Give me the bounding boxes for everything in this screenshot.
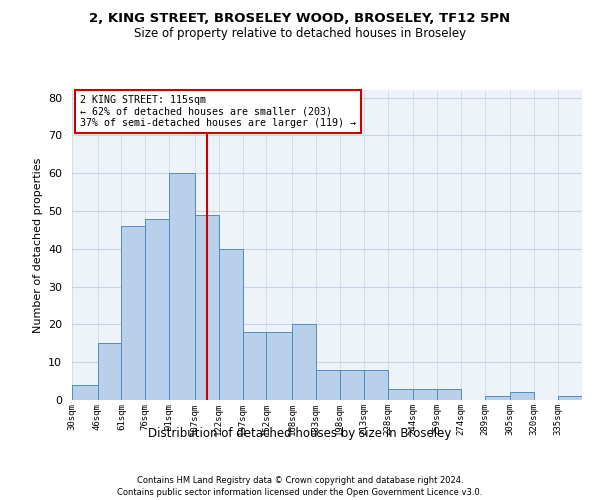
Bar	[121, 226, 145, 400]
Bar	[72, 385, 97, 400]
Text: 2 KING STREET: 115sqm
← 62% of detached houses are smaller (203)
37% of semi-det: 2 KING STREET: 115sqm ← 62% of detached …	[80, 94, 356, 128]
Y-axis label: Number of detached properties: Number of detached properties	[32, 158, 43, 332]
Text: Contains HM Land Registry data © Crown copyright and database right 2024.: Contains HM Land Registry data © Crown c…	[137, 476, 463, 485]
Bar	[316, 370, 340, 400]
Bar	[242, 332, 266, 400]
Bar	[145, 218, 169, 400]
Bar	[364, 370, 388, 400]
Bar	[485, 396, 510, 400]
Text: Contains public sector information licensed under the Open Government Licence v3: Contains public sector information licen…	[118, 488, 482, 497]
Bar	[340, 370, 364, 400]
Bar	[97, 344, 121, 400]
Bar	[195, 215, 218, 400]
Bar	[437, 388, 461, 400]
Text: Size of property relative to detached houses in Broseley: Size of property relative to detached ho…	[134, 28, 466, 40]
Bar	[558, 396, 582, 400]
Bar	[169, 173, 195, 400]
Bar	[413, 388, 437, 400]
Bar	[388, 388, 413, 400]
Bar	[266, 332, 292, 400]
Text: Distribution of detached houses by size in Broseley: Distribution of detached houses by size …	[148, 428, 452, 440]
Bar	[218, 249, 242, 400]
Bar	[510, 392, 534, 400]
Text: 2, KING STREET, BROSELEY WOOD, BROSELEY, TF12 5PN: 2, KING STREET, BROSELEY WOOD, BROSELEY,…	[89, 12, 511, 26]
Bar	[292, 324, 316, 400]
